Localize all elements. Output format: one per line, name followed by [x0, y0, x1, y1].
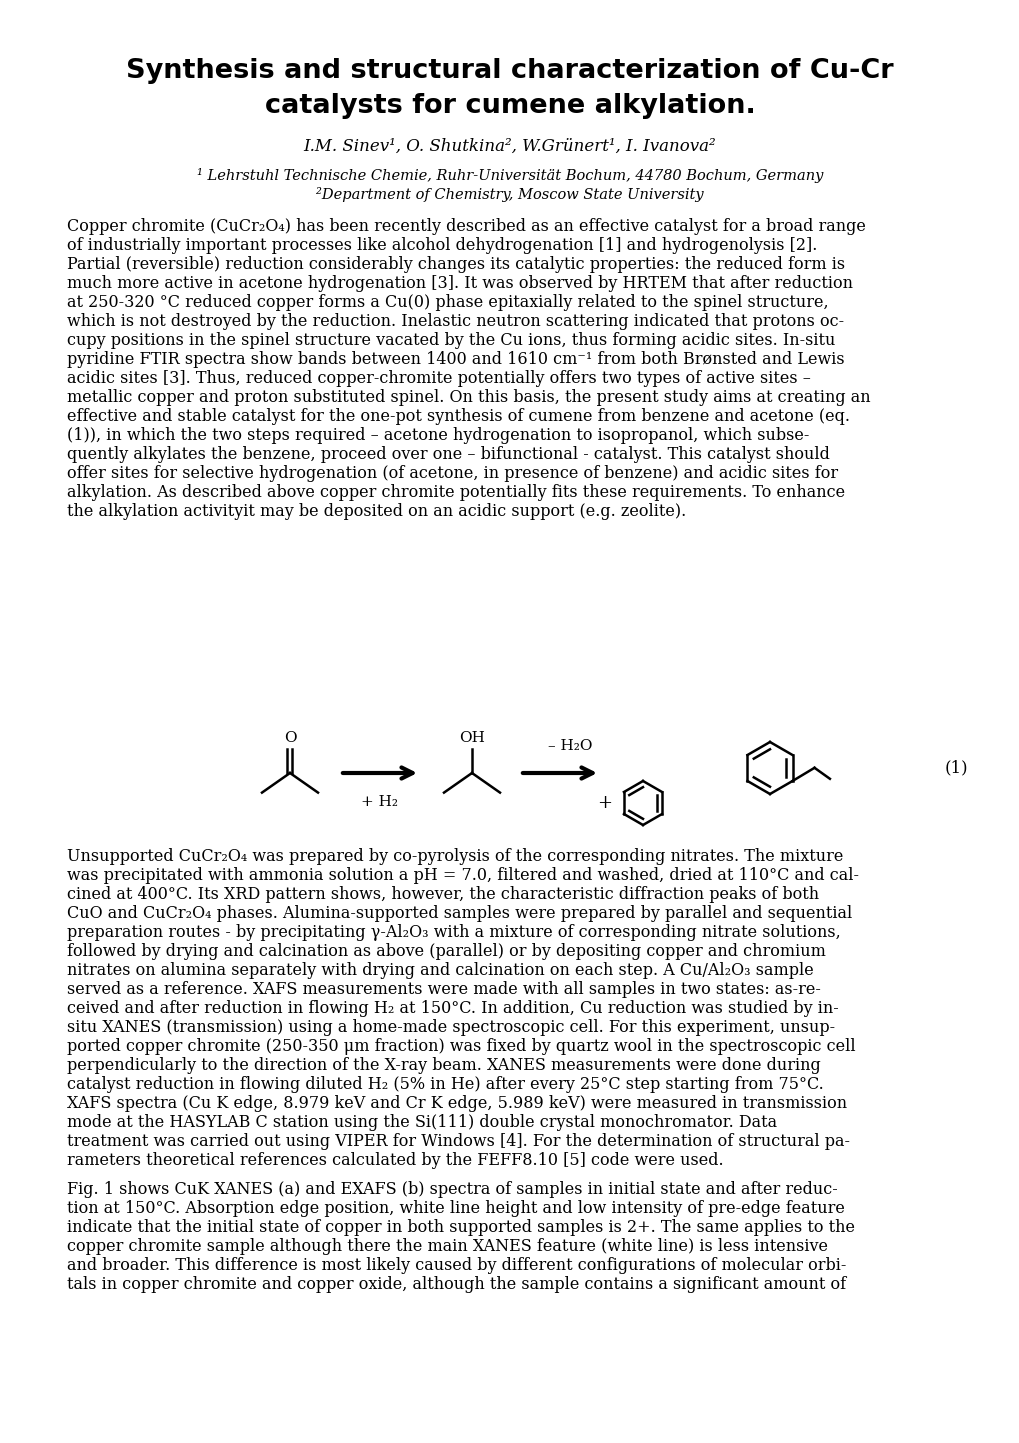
Text: preparation routes - by precipitating γ-Al₂O₃ with a mixture of corresponding ni: preparation routes - by precipitating γ-… — [67, 924, 840, 941]
Text: ²Department of Chemistry, Moscow State University: ²Department of Chemistry, Moscow State U… — [316, 188, 703, 202]
Text: I.M. Sinev¹, O. Shutkina², W.Grünert¹, I. Ivanova²: I.M. Sinev¹, O. Shutkina², W.Grünert¹, I… — [304, 139, 715, 154]
Text: offer sites for selective hydrogenation (of acetone, in presence of benzene) and: offer sites for selective hydrogenation … — [67, 465, 838, 482]
Text: CuO and CuCr₂O₄ phases. Alumina-supported samples were prepared by parallel and : CuO and CuCr₂O₄ phases. Alumina-supporte… — [67, 905, 852, 922]
Text: quently alkylates the benzene, proceed over one – bifunctional - catalyst. This : quently alkylates the benzene, proceed o… — [67, 446, 829, 463]
Text: Unsupported CuCr₂O₄ was prepared by co-pyrolysis of the corresponding nitrates. : Unsupported CuCr₂O₄ was prepared by co-p… — [67, 848, 843, 864]
Text: OH: OH — [459, 732, 484, 745]
Text: which is not destroyed by the reduction. Inelastic neutron scattering indicated : which is not destroyed by the reduction.… — [67, 313, 844, 330]
Text: pyridine FTIR spectra show bands between 1400 and 1610 cm⁻¹ from both Brønsted a: pyridine FTIR spectra show bands between… — [67, 351, 844, 368]
Text: rameters theoretical references calculated by the FEFF8.10 [5] code were used.: rameters theoretical references calculat… — [67, 1152, 722, 1169]
Text: Copper chromite (CuCr₂O₄) has been recently described as an effective catalyst f: Copper chromite (CuCr₂O₄) has been recen… — [67, 218, 865, 235]
Text: ported copper chromite (250-350 μm fraction) was fixed by quartz wool in the spe: ported copper chromite (250-350 μm fract… — [67, 1038, 855, 1055]
Text: situ XANES (transmission) using a home-made spectroscopic cell. For this experim: situ XANES (transmission) using a home-m… — [67, 1019, 835, 1036]
Text: was precipitated with ammonia solution a pH = 7.0, filtered and washed, dried at: was precipitated with ammonia solution a… — [67, 867, 858, 885]
Text: mode at the HASYLAB C station using the Si(111) double crystal monochromator. Da: mode at the HASYLAB C station using the … — [67, 1114, 776, 1131]
Text: copper chromite sample although there the main XANES feature (white line) is les: copper chromite sample although there th… — [67, 1238, 827, 1255]
Text: Synthesis and structural characterization of Cu-Cr: Synthesis and structural characterizatio… — [126, 58, 893, 84]
Text: cupy positions in the spinel structure vacated by the Cu ions, thus forming acid: cupy positions in the spinel structure v… — [67, 332, 835, 349]
Text: served as a reference. XAFS measurements were made with all samples in two state: served as a reference. XAFS measurements… — [67, 981, 820, 999]
Text: +: + — [597, 794, 611, 812]
Text: cined at 400°C. Its XRD pattern shows, however, the characteristic diffraction p: cined at 400°C. Its XRD pattern shows, h… — [67, 886, 818, 903]
Text: indicate that the initial state of copper in both supported samples is 2+. The s: indicate that the initial state of coppe… — [67, 1219, 854, 1237]
Text: (1)), in which the two steps required – acetone hydrogenation to isopropanol, wh: (1)), in which the two steps required – … — [67, 427, 809, 444]
Text: perpendicularly to the direction of the X-ray beam. XANES measurements were done: perpendicularly to the direction of the … — [67, 1058, 820, 1074]
Text: alkylation. As described above copper chromite potentially fits these requiremen: alkylation. As described above copper ch… — [67, 483, 845, 501]
Text: acidic sites [3]. Thus, reduced copper-chromite potentially offers two types of : acidic sites [3]. Thus, reduced copper-c… — [67, 369, 810, 387]
Text: Fig. 1 shows CuK XANES (a) and EXAFS (b) spectra of samples in initial state and: Fig. 1 shows CuK XANES (a) and EXAFS (b)… — [67, 1180, 837, 1198]
Text: ceived and after reduction in flowing H₂ at 150°C. In addition, Cu reduction was: ceived and after reduction in flowing H₂… — [67, 1000, 838, 1017]
Text: and broader. This difference is most likely caused by different configurations o: and broader. This difference is most lik… — [67, 1257, 846, 1274]
Text: metallic copper and proton substituted spinel. On this basis, the present study : metallic copper and proton substituted s… — [67, 390, 870, 405]
Text: + H₂: + H₂ — [361, 795, 398, 810]
Text: effective and stable catalyst for the one-pot synthesis of cumene from benzene a: effective and stable catalyst for the on… — [67, 408, 849, 426]
Text: ¹ Lehrstuhl Technische Chemie, Ruhr-Universität Bochum, 44780 Bochum, Germany: ¹ Lehrstuhl Technische Chemie, Ruhr-Univ… — [197, 167, 822, 183]
Text: nitrates on alumina separately with drying and calcination on each step. A Cu/Al: nitrates on alumina separately with dryi… — [67, 962, 813, 978]
Text: of industrially important processes like alcohol dehydrogenation [1] and hydroge: of industrially important processes like… — [67, 237, 816, 254]
Text: XAFS spectra (Cu K edge, 8.979 keV and Cr K edge, 5.989 keV) were measured in tr: XAFS spectra (Cu K edge, 8.979 keV and C… — [67, 1095, 847, 1113]
Text: at 250-320 °C reduced copper forms a Cu(0) phase epitaxially related to the spin: at 250-320 °C reduced copper forms a Cu(… — [67, 294, 827, 312]
Text: (1): (1) — [944, 759, 967, 776]
Text: followed by drying and calcination as above (parallel) or by depositing copper a: followed by drying and calcination as ab… — [67, 942, 825, 960]
Text: Partial (reversible) reduction considerably changes its catalytic properties: th: Partial (reversible) reduction considera… — [67, 255, 845, 273]
Text: tals in copper chromite and copper oxide, although the sample contains a signifi: tals in copper chromite and copper oxide… — [67, 1276, 846, 1293]
Text: catalyst reduction in flowing diluted H₂ (5% in He) after every 25°C step starti: catalyst reduction in flowing diluted H₂… — [67, 1076, 823, 1092]
Text: – H₂O: – H₂O — [547, 739, 592, 753]
Text: treatment was carried out using VIPER for Windows [4]. For the determination of : treatment was carried out using VIPER fo… — [67, 1133, 849, 1150]
Text: O: O — [283, 732, 297, 745]
Text: tion at 150°C. Absorption edge position, white line height and low intensity of : tion at 150°C. Absorption edge position,… — [67, 1201, 844, 1216]
Text: the alkylation activityit may be deposited on an acidic support (e.g. zeolite).: the alkylation activityit may be deposit… — [67, 504, 686, 519]
Text: much more active in acetone hydrogenation [3]. It was observed by HRTEM that aft: much more active in acetone hydrogenatio… — [67, 276, 852, 291]
Text: catalysts for cumene alkylation.: catalysts for cumene alkylation. — [264, 92, 755, 118]
